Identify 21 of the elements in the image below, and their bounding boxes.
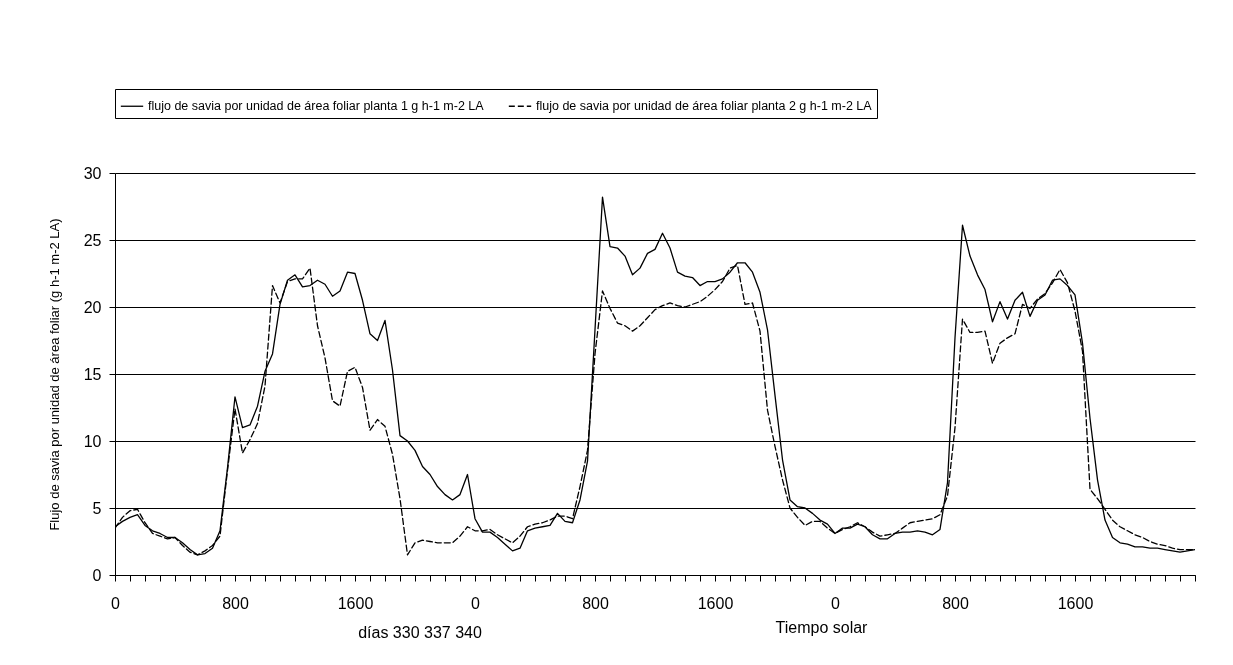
- y-tick-label: 15: [83, 365, 102, 383]
- x-tick-label: 0: [471, 594, 481, 612]
- y-tick-label: 25: [83, 231, 102, 249]
- x-tick-label: 1600: [1057, 594, 1094, 612]
- legend-label: flujo de savia por unidad de área foliar planta 2 g h-1 m-2 LA: [536, 99, 873, 114]
- y-tick-label: 0: [92, 566, 102, 584]
- y-tick-label: 5: [92, 499, 102, 517]
- y-axis-title: Flujo de savia por unidad de área foliar (g h-1 m-2 LA): [46, 218, 62, 531]
- legend-label: flujo de savia por unidad de área foliar planta 1 g h-1 m-2 LA: [148, 99, 485, 114]
- y-tick-label: 30: [83, 164, 102, 182]
- text: días 330 337 340: [358, 624, 482, 641]
- y-tick-label: 20: [83, 298, 102, 316]
- x-tick-label: 0: [831, 594, 841, 612]
- x-tick-label: 800: [942, 594, 969, 612]
- x-tick-label: 800: [222, 594, 249, 612]
- x-tick-label: 0: [111, 594, 121, 612]
- x-tick-label: 1600: [337, 594, 374, 612]
- x-tick-label: 1600: [697, 594, 734, 612]
- x-tick-label: 800: [582, 594, 609, 612]
- x-axis-title: Tiempo solar: [775, 618, 869, 636]
- y-tick-label: 10: [83, 432, 102, 450]
